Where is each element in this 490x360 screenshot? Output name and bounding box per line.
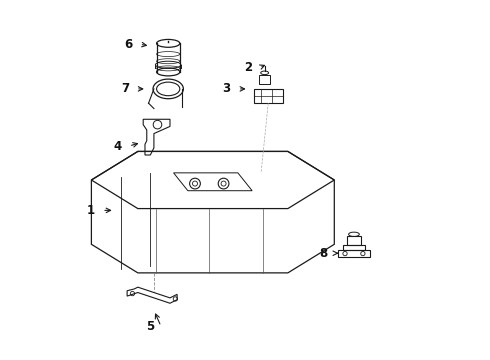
Text: 1: 1 — [87, 204, 95, 217]
Bar — [343, 245, 365, 250]
Bar — [254, 89, 283, 103]
Bar — [259, 75, 270, 84]
Text: 4: 4 — [114, 140, 122, 153]
Text: 7: 7 — [121, 82, 129, 95]
Text: 5: 5 — [146, 320, 154, 333]
Text: 8: 8 — [319, 247, 327, 260]
Text: 6: 6 — [124, 38, 132, 51]
Text: 2: 2 — [244, 61, 252, 74]
Text: 3: 3 — [222, 82, 231, 95]
Bar — [338, 250, 370, 257]
Bar — [347, 236, 361, 245]
